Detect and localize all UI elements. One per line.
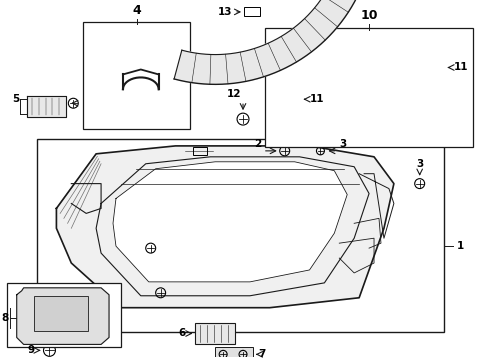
Bar	[95, 295, 103, 300]
Text: 7: 7	[258, 349, 265, 359]
Text: 5: 5	[12, 94, 19, 104]
Text: 3: 3	[339, 139, 346, 149]
Text: 2: 2	[254, 139, 261, 149]
Text: 10: 10	[360, 9, 378, 22]
Polygon shape	[113, 162, 347, 282]
Text: 13: 13	[218, 7, 232, 17]
Text: 11: 11	[453, 63, 468, 72]
Bar	[16, 310, 24, 315]
Text: 8: 8	[2, 312, 9, 323]
Text: 9: 9	[27, 345, 35, 355]
Text: 12: 12	[227, 89, 242, 99]
Text: 1: 1	[456, 241, 464, 251]
Bar	[265, 28, 473, 147]
Text: 4: 4	[132, 4, 141, 17]
Text: 3: 3	[416, 159, 423, 169]
Bar	[37, 139, 443, 333]
Bar	[215, 347, 253, 360]
Bar	[196, 323, 235, 345]
Text: 6: 6	[178, 328, 185, 338]
Bar	[83, 22, 191, 129]
Bar	[194, 147, 207, 155]
Polygon shape	[17, 288, 109, 345]
Text: 11: 11	[310, 94, 324, 104]
Bar	[16, 295, 24, 300]
Bar	[7, 283, 121, 347]
Bar	[244, 8, 260, 16]
Bar	[95, 310, 103, 315]
Polygon shape	[56, 146, 394, 308]
Polygon shape	[26, 96, 66, 117]
Polygon shape	[174, 0, 365, 84]
Bar	[34, 296, 88, 330]
